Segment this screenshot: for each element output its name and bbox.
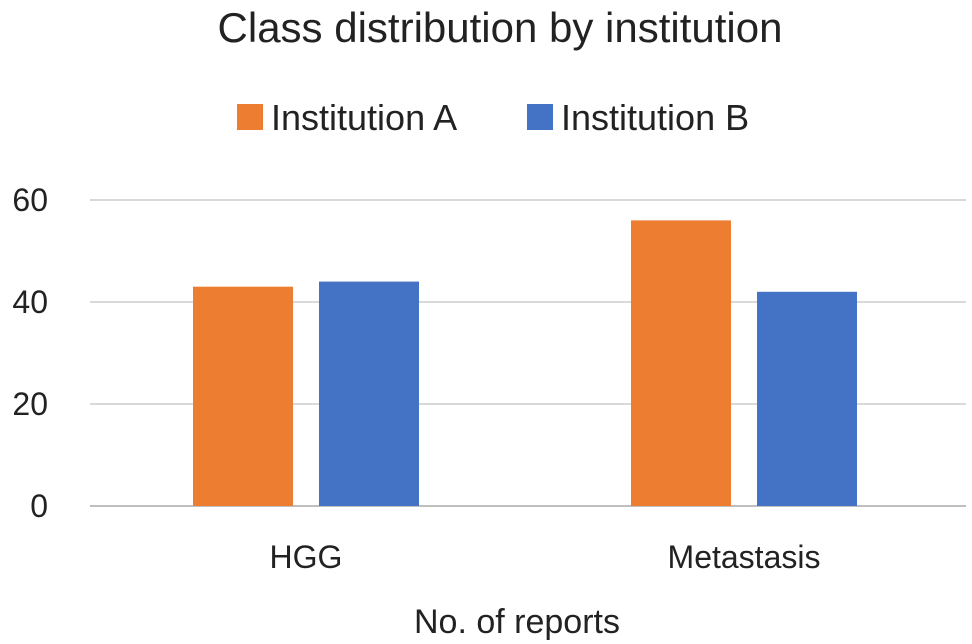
chart-title: Class distribution by institution — [218, 4, 783, 51]
legend-label-0: Institution A — [271, 97, 457, 138]
x-axis-label: No. of reports — [414, 603, 620, 641]
bar-institution-a-hgg — [193, 286, 293, 506]
bar-institution-b-hgg — [319, 281, 419, 506]
y-tick-label: 60 — [12, 182, 48, 218]
y-tick-label: 0 — [30, 488, 48, 524]
legend-swatch-1 — [527, 104, 553, 130]
x-axis-ticks: HGG Metastasis — [270, 539, 821, 575]
legend-swatch-0 — [237, 104, 263, 130]
legend-label-1: Institution B — [561, 97, 749, 138]
y-tick-label: 40 — [12, 284, 48, 320]
bar-institution-b-metastasis — [757, 291, 857, 506]
bars — [193, 220, 857, 506]
bar-institution-a-metastasis — [631, 220, 731, 506]
y-axis-ticks: 0 20 40 60 — [12, 182, 48, 524]
legend: Institution A Institution B — [237, 97, 749, 138]
x-tick-label: Metastasis — [668, 539, 821, 575]
y-tick-label: 20 — [12, 386, 48, 422]
x-tick-label: HGG — [270, 539, 343, 575]
